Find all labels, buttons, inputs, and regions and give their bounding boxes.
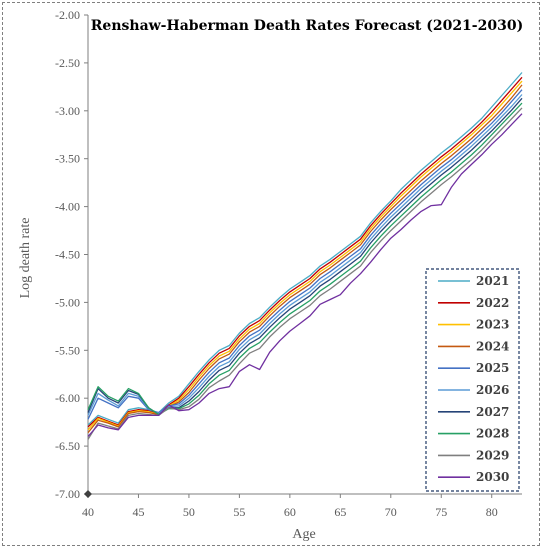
y-tick-label: -3.50: [55, 152, 80, 166]
y-tick-label: -2.50: [55, 56, 80, 70]
chart-title: Renshaw-Haberman Death Rates Forecast (2…: [91, 18, 523, 34]
y-tick-label: -4.50: [55, 248, 80, 262]
x-tick-label: 50: [183, 505, 195, 519]
y-tick-label: -6.00: [55, 391, 80, 405]
y-tick-label: -6.50: [55, 439, 80, 453]
legend: 2021 2022 2023 2024 2025 2026 2027 2028 2029 2030: [425, 268, 520, 492]
x-axis: 40 45 50 55 60 65 70 75 80: [82, 490, 522, 519]
x-tick-label: 80: [486, 505, 498, 519]
x-axis-title: Age: [292, 527, 315, 542]
y-tick-label: -2.00: [55, 8, 80, 22]
legend-label-2026: 2026: [476, 383, 509, 397]
series-line-2025: [87, 89, 523, 420]
legend-label-2030: 2030: [476, 470, 509, 484]
legend-label-2029: 2029: [476, 448, 509, 462]
legend-label-2027: 2027: [476, 405, 509, 419]
legend-label-2021: 2021: [476, 274, 509, 288]
y-tick-label: -4.00: [55, 200, 80, 214]
x-tick-label: 70: [385, 505, 397, 519]
x-tick-label: 55: [233, 505, 245, 519]
legend-label-2022: 2022: [476, 296, 509, 310]
x-tick-label: 65: [334, 505, 346, 519]
x-tick-label: 60: [284, 505, 296, 519]
legend-box: [425, 268, 520, 492]
y-axis-title: Log death rate: [18, 218, 33, 299]
chart-frame: [2, 2, 540, 546]
legend-label-2025: 2025: [476, 361, 509, 375]
y-tick-label: -7.00: [55, 487, 80, 501]
y-axis: -2.00 -2.50 -3.00 -3.50 -4.00 -4.50 -5.00 -5.50…: [55, 8, 89, 501]
legend-label-2023: 2023: [476, 318, 509, 332]
y-tick-label: -5.50: [55, 343, 80, 357]
legend-label-2028: 2028: [476, 427, 509, 441]
x-tick-label: 45: [132, 505, 144, 519]
y-tick-label: -3.00: [55, 104, 80, 118]
legend-label-2024: 2024: [476, 339, 509, 353]
y-tick-label: -5.00: [55, 295, 80, 309]
series-line-2030: [87, 113, 523, 437]
origin-marker: [84, 490, 92, 498]
x-tick-label: 40: [82, 505, 94, 519]
series-line-2026: [87, 94, 523, 416]
series-lines: [87, 72, 523, 440]
x-tick-label: 75: [435, 505, 447, 519]
